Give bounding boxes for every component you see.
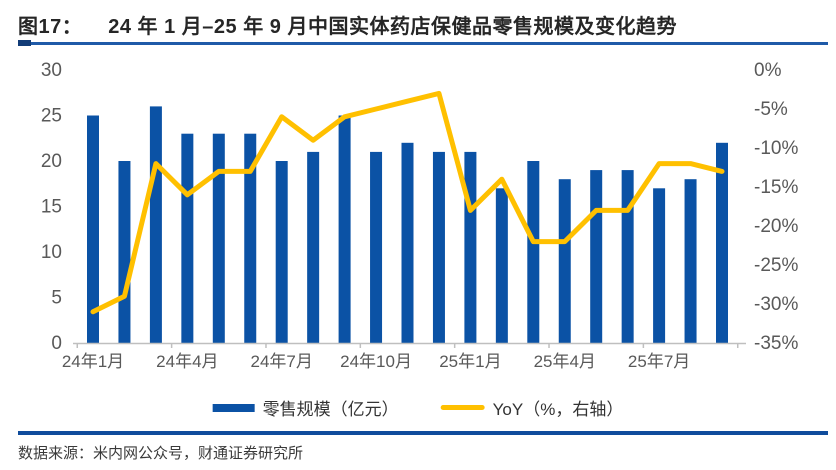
y-axis-left-tick-label: 0 <box>51 333 62 354</box>
y-axis-left-tick-label: 30 <box>41 60 62 81</box>
chart-canvas: 0 5 10 15 20 25 30 0% -5% -10% -15% -20% -25% -30% -35… <box>41 60 799 371</box>
bar-series-swatch <box>212 403 255 412</box>
x-axis-tick-label: 25年4月 <box>534 352 596 371</box>
figure-number-label: 图17： <box>18 16 83 38</box>
bar-25年3月 <box>527 161 540 343</box>
bar-24年6月 <box>244 133 257 343</box>
y-axis-right-tick-label: -15% <box>754 177 798 198</box>
x-axis-tick-label: 25年1月 <box>439 352 501 371</box>
bar-25年5月 <box>590 170 603 343</box>
x-axis-tick-label: 24年7月 <box>251 352 313 371</box>
title-underline-block <box>18 40 31 46</box>
x-axis-tick-label: 24年4月 <box>156 352 218 371</box>
bar-24年3月 <box>149 106 162 344</box>
y-axis-right-tick-label: -20% <box>754 216 798 237</box>
chart-legend: 零售规模（亿元） YoY（%，右轴） <box>212 395 624 420</box>
x-axis-tick-label: 24年10月 <box>340 352 412 371</box>
y-axis-right-tick-label: -30% <box>754 294 798 315</box>
y-axis-left-tick-label: 5 <box>51 288 62 309</box>
y-axis-right-tick-label: -35% <box>754 333 798 354</box>
bar-24年7月 <box>275 161 288 343</box>
bar-25年2月 <box>495 188 508 343</box>
bar-25年9月 <box>716 142 728 343</box>
y-axis-right-tick-label: 0% <box>754 60 782 81</box>
x-axis-tick-label: 25年7月 <box>628 352 690 371</box>
y-axis-left-tick-label: 10 <box>41 242 62 263</box>
bar-25年8月 <box>684 179 697 343</box>
figure-title: 24 年 1 月–25 年 9 月中国实体药店保健品零售规模及变化趋势 <box>108 16 677 38</box>
legend-label: YoY（%，右轴） <box>492 400 624 419</box>
bar-24年10月 <box>370 151 383 343</box>
title-underline <box>31 42 828 45</box>
y-axis-right-tick-label: -25% <box>754 255 798 276</box>
y-axis-left-tick-label: 25 <box>41 106 62 127</box>
bar-25年4月 <box>558 179 571 343</box>
y-axis-left-tick-label: 20 <box>41 151 62 172</box>
bar-24年4月 <box>181 133 194 343</box>
line-series-swatch <box>440 405 485 410</box>
y-axis-right-tick-label: -5% <box>754 99 788 120</box>
legend-label: 零售规模（亿元） <box>262 400 399 419</box>
bar-25年6月 <box>621 170 634 343</box>
x-axis-tick-label: 24年1月 <box>62 352 124 371</box>
data-source-note: 数据来源：米内网公众号，财通证券研究所 <box>18 445 304 462</box>
bar-24年1月 <box>87 115 99 343</box>
bar-24年2月 <box>118 161 131 343</box>
yoy-line <box>90 90 725 315</box>
figure-title-row: 图17： 24 年 1 月–25 年 9 月中国实体药店保健品零售规模及变化趋势 <box>18 10 828 39</box>
bar-24年8月 <box>307 151 320 343</box>
bar-24年5月 <box>212 133 225 343</box>
y-axis-left-tick-label: 15 <box>41 197 62 218</box>
bar-24年11月 <box>401 142 414 343</box>
bar-24年9月 <box>338 115 351 343</box>
legend-item-retail-scale: 零售规模（亿元） <box>212 395 399 420</box>
y-axis-right-tick-label: -10% <box>754 138 798 159</box>
bar-25年7月 <box>653 188 666 343</box>
legend-item-yoy: YoY（%，右轴） <box>440 395 624 420</box>
bar-25年1月 <box>464 151 477 343</box>
footer-rule <box>18 431 828 435</box>
bar-24年12月 <box>432 151 445 343</box>
